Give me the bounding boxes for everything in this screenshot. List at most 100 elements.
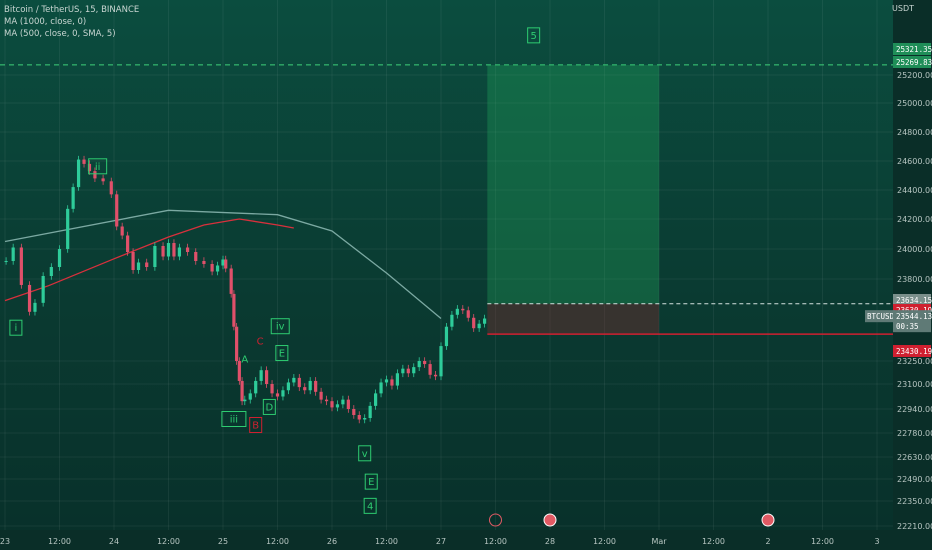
candle-body[interactable]: [185, 247, 190, 253]
candle-body[interactable]: [153, 246, 157, 267]
wave-label[interactable]: v: [358, 445, 372, 462]
candle-body[interactable]: [368, 405, 372, 418]
candle-body[interactable]: [145, 262, 149, 268]
candle-body[interactable]: [324, 399, 329, 402]
candle-body[interactable]: [57, 249, 62, 267]
price-tag[interactable]: [893, 345, 931, 357]
candle-body[interactable]: [308, 380, 312, 391]
candle-body[interactable]: [115, 194, 119, 227]
wave-label[interactable]: E: [275, 345, 289, 362]
candle-body[interactable]: [41, 276, 45, 303]
candle-body[interactable]: [19, 247, 23, 285]
candle-body[interactable]: [27, 284, 32, 312]
candle-body[interactable]: [319, 391, 323, 400]
candle-body[interactable]: [455, 308, 459, 315]
current-price-tag[interactable]: [893, 310, 931, 333]
candle-body[interactable]: [33, 302, 37, 312]
candle-body[interactable]: [11, 247, 15, 262]
symbol-title[interactable]: Bitcoin / TetherUS, 15, BINANCE: [4, 5, 140, 15]
price-tag[interactable]: [893, 294, 931, 306]
candle-body[interactable]: [341, 399, 345, 405]
wave-label[interactable]: A: [241, 355, 248, 366]
candle-body[interactable]: [66, 208, 70, 249]
wave-label[interactable]: ii: [88, 158, 108, 175]
candle-body[interactable]: [379, 382, 383, 394]
candle-body[interactable]: [235, 326, 239, 361]
candle-body[interactable]: [412, 367, 416, 374]
candle-body[interactable]: [281, 390, 285, 397]
candle-body[interactable]: [194, 252, 198, 261]
flash-event-icon[interactable]: [489, 513, 502, 527]
candle-body[interactable]: [202, 261, 206, 264]
candle-body[interactable]: [166, 243, 171, 257]
candle-body[interactable]: [439, 346, 443, 377]
wave-label[interactable]: 5: [527, 27, 541, 44]
profit-zone[interactable]: [487, 64, 659, 304]
candle-body[interactable]: [93, 171, 97, 179]
candle-body[interactable]: [131, 252, 135, 270]
candle-body[interactable]: [444, 326, 449, 347]
candle-body[interactable]: [406, 368, 410, 374]
candle-body[interactable]: [76, 159, 81, 188]
candle-body[interactable]: [472, 317, 476, 329]
candle-body[interactable]: [109, 181, 113, 195]
candle-body[interactable]: [384, 379, 389, 383]
price-tag[interactable]: [893, 43, 931, 55]
candle-body[interactable]: [303, 387, 307, 391]
candle-body[interactable]: [232, 293, 236, 327]
candle-body[interactable]: [374, 393, 378, 406]
candle-body[interactable]: [450, 314, 454, 327]
wave-label[interactable]: C: [257, 337, 264, 348]
candle-body[interactable]: [248, 393, 252, 400]
wave-label[interactable]: D: [262, 398, 276, 415]
candle-body[interactable]: [477, 323, 481, 329]
candle-body[interactable]: [483, 318, 487, 324]
candle-body[interactable]: [314, 380, 318, 392]
earnings-event-icon[interactable]: [543, 513, 557, 527]
loss-zone[interactable]: [487, 303, 659, 335]
candle-body[interactable]: [82, 159, 86, 164]
candle-body[interactable]: [363, 418, 367, 420]
candle-body[interactable]: [4, 261, 8, 262]
candle-body[interactable]: [417, 361, 421, 368]
candle-body[interactable]: [461, 308, 465, 311]
candle-body[interactable]: [221, 259, 225, 266]
candle-body[interactable]: [161, 246, 165, 257]
candle-body[interactable]: [330, 401, 334, 408]
wave-label[interactable]: B: [249, 417, 263, 433]
wave-label[interactable]: iv: [270, 318, 290, 335]
candle-body[interactable]: [237, 361, 241, 381]
wave-label[interactable]: i: [9, 319, 23, 336]
candle-body[interactable]: [210, 264, 214, 272]
candle-body[interactable]: [270, 384, 274, 394]
candle-body[interactable]: [390, 379, 394, 386]
candle-body[interactable]: [466, 310, 470, 318]
candle-body[interactable]: [428, 364, 432, 375]
candle-body[interactable]: [395, 373, 399, 386]
candle-body[interactable]: [292, 377, 296, 383]
wave-label[interactable]: E: [364, 473, 378, 490]
indicator-ma500[interactable]: MA (500, close, 0, SMA, 5): [4, 29, 116, 39]
candle-body[interactable]: [172, 243, 176, 257]
wave-label[interactable]: iii: [221, 411, 247, 427]
candle-body[interactable]: [71, 187, 75, 209]
candle-body[interactable]: [243, 399, 247, 402]
price-tag[interactable]: [893, 56, 931, 68]
symbol-badge[interactable]: [865, 310, 895, 323]
candle-body[interactable]: [433, 374, 438, 377]
candle-body[interactable]: [126, 235, 130, 253]
candle-body[interactable]: [286, 382, 290, 391]
earnings-event-icon[interactable]: [761, 513, 775, 527]
candle-body[interactable]: [352, 409, 356, 415]
candle-body[interactable]: [259, 370, 263, 381]
candle-body[interactable]: [254, 380, 258, 394]
candle-body[interactable]: [224, 259, 228, 269]
candle-body[interactable]: [275, 393, 280, 397]
wave-label[interactable]: 4: [363, 497, 377, 514]
candle-body[interactable]: [136, 262, 141, 271]
candle-body[interactable]: [346, 399, 350, 409]
candle-body[interactable]: [215, 265, 220, 272]
candle-body[interactable]: [101, 178, 105, 182]
candle-body[interactable]: [229, 268, 233, 294]
